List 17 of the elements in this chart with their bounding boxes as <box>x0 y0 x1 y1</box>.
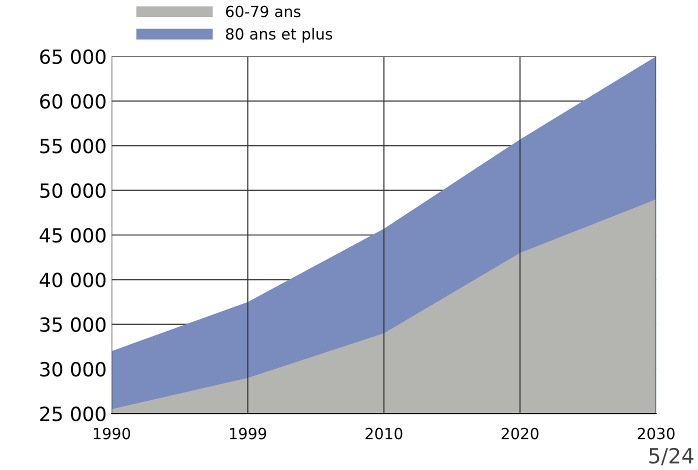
x-tick-label: 2010 <box>366 428 402 440</box>
x-tick-label: 2020 <box>502 428 538 440</box>
y-tick-label: 50 000 <box>40 183 106 198</box>
legend-label: 60-79 ans <box>226 6 300 18</box>
x-tick-label: 1990 <box>94 428 130 440</box>
y-tick-label: 45 000 <box>40 228 106 243</box>
y-tick-label: 35 000 <box>40 317 106 332</box>
legend-label: 80 ans et plus <box>226 28 332 43</box>
y-tick-label: 40 000 <box>40 272 106 288</box>
y-tick-label: 60 000 <box>40 94 106 109</box>
y-tick-label: 65 000 <box>40 49 106 64</box>
x-tick-label: 1999 <box>230 428 266 440</box>
y-tick-label: 55 000 <box>40 138 106 154</box>
text: 5/24 <box>649 448 694 466</box>
y-tick-label: 30 000 <box>40 362 106 377</box>
x-tick-label: 2030 <box>638 428 675 440</box>
y-tick-label: 25 000 <box>40 406 106 422</box>
